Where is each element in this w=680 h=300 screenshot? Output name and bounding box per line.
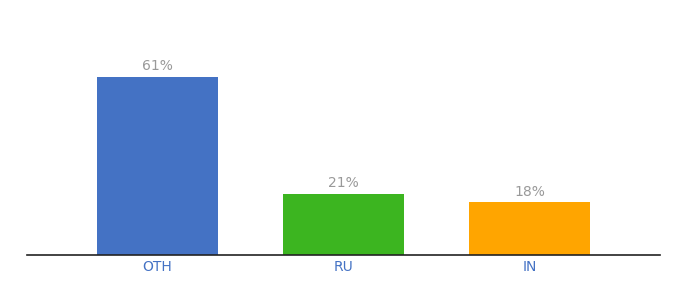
Text: 18%: 18% [514,185,545,199]
Bar [283,194,404,255]
Text: 21%: 21% [328,176,359,190]
Text: 61%: 61% [142,59,173,74]
Bar [469,202,590,255]
Bar [97,77,218,255]
